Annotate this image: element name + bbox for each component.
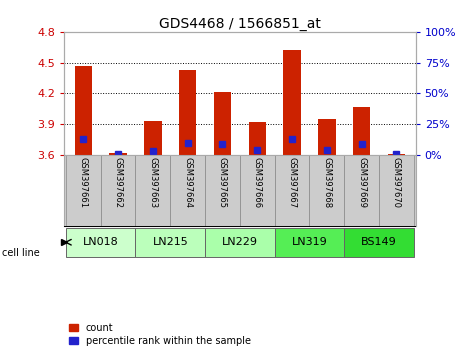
- Text: LN229: LN229: [222, 236, 258, 247]
- Bar: [214, 92, 231, 155]
- Bar: [344, 155, 379, 226]
- Bar: [135, 228, 205, 257]
- Text: cell line: cell line: [2, 248, 40, 258]
- Bar: [284, 50, 301, 155]
- Text: BS149: BS149: [361, 236, 397, 247]
- Bar: [275, 155, 310, 226]
- Bar: [135, 155, 170, 226]
- Bar: [248, 122, 266, 155]
- Text: GSM397666: GSM397666: [253, 157, 262, 208]
- Bar: [205, 155, 240, 226]
- Text: GSM397663: GSM397663: [148, 157, 157, 208]
- Text: GSM397669: GSM397669: [357, 157, 366, 208]
- Text: LN319: LN319: [292, 236, 327, 247]
- Bar: [388, 154, 405, 155]
- Bar: [179, 70, 196, 155]
- Bar: [353, 107, 370, 155]
- Bar: [101, 155, 135, 226]
- Text: LN018: LN018: [83, 236, 119, 247]
- Text: GSM397662: GSM397662: [114, 157, 123, 208]
- Bar: [344, 228, 414, 257]
- Text: GSM397668: GSM397668: [323, 157, 332, 208]
- Text: GSM397670: GSM397670: [392, 157, 401, 208]
- Title: GDS4468 / 1566851_at: GDS4468 / 1566851_at: [159, 17, 321, 31]
- Bar: [144, 121, 162, 155]
- Legend: count, percentile rank within the sample: count, percentile rank within the sample: [69, 323, 250, 346]
- Bar: [275, 228, 344, 257]
- Text: LN215: LN215: [152, 236, 188, 247]
- Bar: [109, 153, 127, 155]
- Bar: [205, 228, 275, 257]
- Bar: [75, 66, 92, 155]
- Bar: [66, 228, 135, 257]
- Bar: [66, 155, 101, 226]
- Text: GSM397664: GSM397664: [183, 157, 192, 208]
- Text: GSM397665: GSM397665: [218, 157, 227, 208]
- Text: GSM397667: GSM397667: [287, 157, 296, 208]
- Bar: [170, 155, 205, 226]
- Bar: [310, 155, 344, 226]
- Bar: [240, 155, 275, 226]
- Text: GSM397661: GSM397661: [79, 157, 88, 208]
- Bar: [318, 119, 335, 155]
- Bar: [379, 155, 414, 226]
